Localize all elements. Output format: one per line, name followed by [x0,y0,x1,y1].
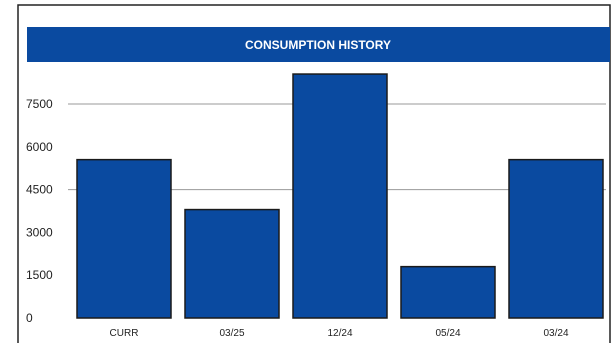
x-tick-label: CURR [110,328,139,339]
chart-title-banner [27,27,610,62]
x-tick-label: 05/24 [435,328,460,339]
bar-03-24 [508,158,604,319]
bar-curr [76,158,172,319]
bars [76,73,604,319]
x-axis: CURR 03/25 12/24 05/24 03/24 [110,328,569,339]
bar-05-24 [400,265,496,319]
bar-12-24 [292,73,388,319]
y-tick-label: 4500 [26,183,53,197]
y-tick-label: 6000 [26,140,53,154]
y-tick-label: 3000 [26,225,53,239]
y-axis: 0 1500 3000 4500 6000 7500 [26,97,53,325]
x-tick-label: 03/25 [219,328,244,339]
y-tick-label: 0 [26,311,33,325]
y-tick-label: 1500 [26,268,53,282]
x-tick-label: 03/24 [543,328,568,339]
x-tick-label: 12/24 [327,328,352,339]
y-tick-label: 7500 [26,97,53,111]
bar-03-25 [184,208,280,319]
chart-border [17,4,611,348]
chart-title: CONSUMPTION HISTORY [245,38,391,52]
